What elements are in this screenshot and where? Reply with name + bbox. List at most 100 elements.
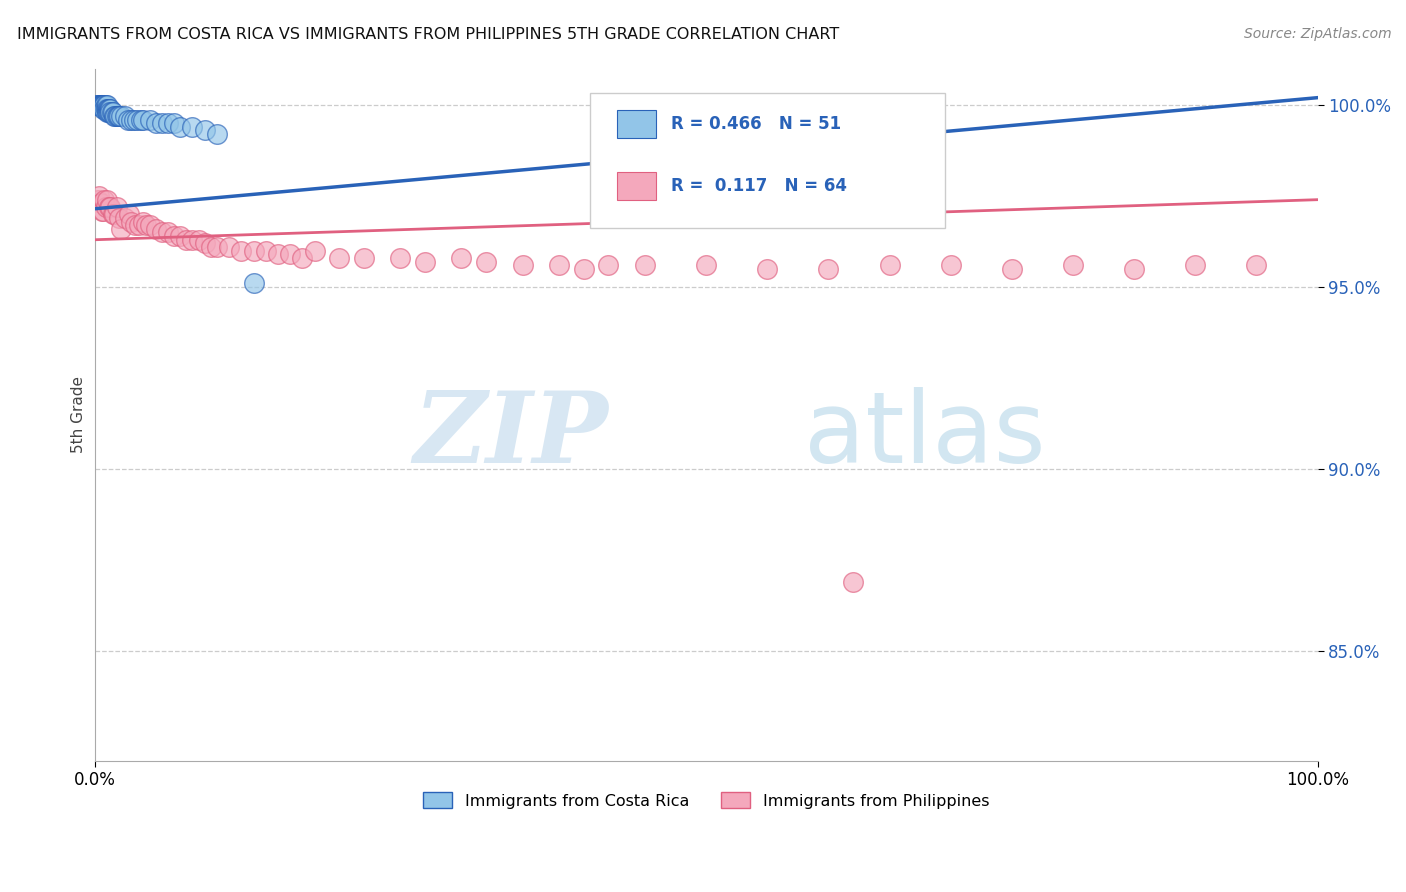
Point	[1123, 261, 1146, 276]
Text: ZIP: ZIP	[413, 387, 609, 483]
Point	[150, 226, 173, 240]
Point	[267, 247, 290, 261]
Point	[156, 116, 179, 130]
Point	[127, 112, 149, 127]
Point	[145, 116, 167, 130]
Text: IMMIGRANTS FROM COSTA RICA VS IMMIGRANTS FROM PHILIPPINES 5TH GRADE CORRELATION : IMMIGRANTS FROM COSTA RICA VS IMMIGRANTS…	[17, 27, 839, 42]
Point	[1001, 261, 1024, 276]
Point	[90, 98, 112, 112]
Point	[98, 105, 121, 120]
Point	[100, 102, 122, 116]
Point	[89, 98, 111, 112]
Point	[291, 251, 314, 265]
Point	[103, 207, 125, 221]
Point	[108, 211, 131, 225]
Point	[132, 112, 155, 127]
Point	[103, 109, 125, 123]
Point	[1184, 258, 1206, 272]
Point	[328, 251, 350, 265]
Point	[90, 98, 112, 112]
Point	[93, 98, 115, 112]
Point	[169, 229, 191, 244]
Point	[91, 102, 114, 116]
Point	[128, 218, 150, 232]
Point	[145, 222, 167, 236]
Point	[87, 98, 110, 112]
Point	[181, 120, 204, 134]
Point	[89, 98, 111, 112]
Point	[842, 575, 865, 590]
Point	[108, 109, 131, 123]
Point	[120, 112, 142, 127]
Point	[475, 254, 498, 268]
Point	[129, 112, 152, 127]
Point	[105, 200, 128, 214]
Point	[100, 105, 122, 120]
Point	[138, 112, 160, 127]
Point	[548, 258, 571, 272]
Point	[242, 277, 264, 291]
Point	[90, 98, 112, 112]
Point	[135, 218, 157, 232]
Point	[118, 207, 141, 221]
Point	[94, 98, 117, 112]
Point	[939, 258, 962, 272]
Point	[90, 98, 112, 112]
Point	[91, 98, 114, 112]
Point	[512, 258, 534, 272]
Legend: Immigrants from Costa Rica, Immigrants from Philippines: Immigrants from Costa Rica, Immigrants f…	[416, 786, 995, 815]
Point	[97, 105, 120, 120]
Point	[231, 244, 253, 258]
Point	[194, 236, 217, 251]
Point	[163, 229, 186, 244]
Point	[254, 244, 277, 258]
Point	[114, 211, 136, 225]
Bar	[617, 172, 657, 200]
Point	[98, 102, 121, 116]
Text: atlas: atlas	[804, 387, 1046, 483]
Point	[124, 218, 146, 232]
Text: R = 0.466   N = 51: R = 0.466 N = 51	[671, 115, 841, 133]
Point	[194, 123, 217, 137]
Point	[218, 240, 240, 254]
Point	[304, 244, 326, 258]
Point	[104, 109, 127, 123]
Point	[156, 226, 179, 240]
Point	[86, 98, 108, 112]
Point	[598, 258, 620, 272]
Point	[169, 120, 191, 134]
Point	[94, 102, 117, 116]
Text: Source: ZipAtlas.com: Source: ZipAtlas.com	[1244, 27, 1392, 41]
Point	[205, 240, 228, 254]
Point	[105, 109, 128, 123]
Text: R =  0.117   N = 64: R = 0.117 N = 64	[671, 178, 846, 195]
Point	[389, 251, 412, 265]
Point	[96, 105, 118, 120]
Point	[181, 233, 204, 247]
FancyBboxPatch shape	[591, 93, 945, 227]
Point	[278, 247, 301, 261]
Point	[176, 233, 198, 247]
Point	[91, 203, 114, 218]
Point	[101, 207, 124, 221]
Point	[117, 112, 139, 127]
Point	[120, 214, 142, 228]
Point	[634, 258, 657, 272]
Point	[114, 109, 136, 123]
Point	[122, 112, 145, 127]
Point	[90, 203, 112, 218]
Y-axis label: 5th Grade: 5th Grade	[72, 376, 86, 453]
Point	[353, 251, 375, 265]
Point	[89, 189, 111, 203]
Point	[93, 98, 115, 112]
Point	[756, 261, 779, 276]
Point	[1062, 258, 1084, 272]
Point	[90, 98, 112, 112]
Point	[132, 214, 155, 228]
Point	[110, 109, 132, 123]
Point	[163, 116, 186, 130]
Point	[413, 254, 436, 268]
Point	[150, 116, 173, 130]
Point	[94, 200, 117, 214]
Point	[100, 200, 122, 214]
